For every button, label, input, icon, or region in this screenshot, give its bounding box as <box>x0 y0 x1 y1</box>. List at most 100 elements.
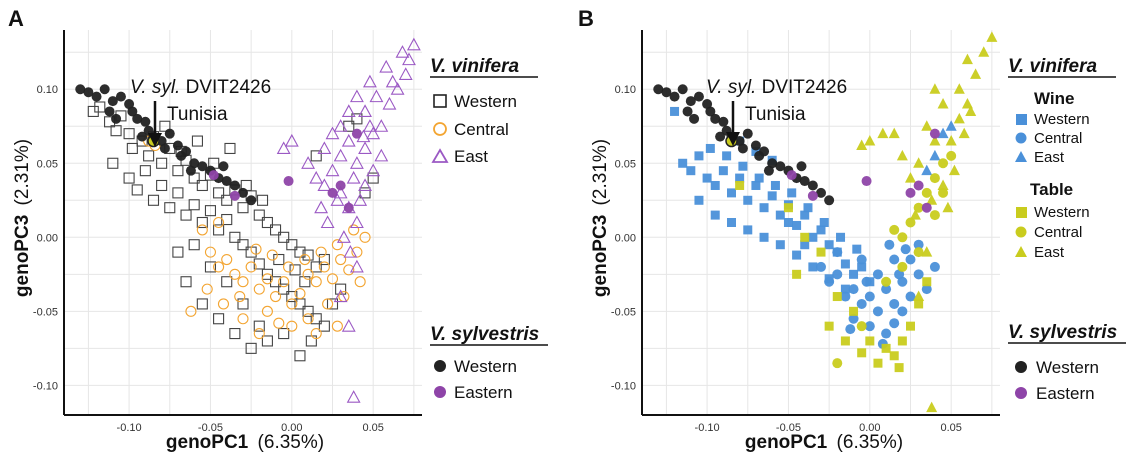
data-point <box>91 91 102 102</box>
legend-item-western: Western <box>454 92 517 111</box>
data-point <box>722 151 732 161</box>
series-v-vinifera-western <box>87 101 379 362</box>
data-point <box>872 306 883 317</box>
panel-a-annotation: V. syl. DVIT2426 Tunisia <box>130 77 271 147</box>
data-point <box>87 105 99 117</box>
data-point <box>783 203 793 213</box>
data-point <box>172 246 184 258</box>
data-point <box>196 179 208 192</box>
data-point <box>694 151 704 161</box>
data-point <box>348 224 360 236</box>
data-point <box>807 190 818 201</box>
data-point <box>278 328 290 340</box>
data-point <box>213 313 225 325</box>
legend-eastern-dot <box>1015 387 1027 399</box>
data-point <box>261 305 273 317</box>
data-point <box>792 220 802 230</box>
data-point <box>213 216 225 229</box>
data-point <box>286 298 298 310</box>
panel-a-legend: V. vinifera Western Central East V. sylv… <box>430 56 548 402</box>
data-point <box>172 187 184 199</box>
data-point <box>754 173 764 183</box>
data-point <box>832 269 843 280</box>
xlabel-main: genoPC1 <box>166 432 249 453</box>
ylabel-pct: (2.31%) <box>590 139 611 206</box>
data-point <box>824 195 835 206</box>
data-point <box>840 259 850 269</box>
data-point <box>888 127 900 139</box>
data-point <box>159 120 171 132</box>
data-point <box>921 284 932 295</box>
data-point <box>856 139 868 150</box>
data-point <box>253 209 265 221</box>
data-point <box>897 261 908 272</box>
data-point <box>336 230 351 243</box>
data-point <box>735 173 745 183</box>
data-point <box>816 247 826 257</box>
data-point <box>718 166 728 176</box>
data-point <box>326 273 339 285</box>
data-point <box>682 106 693 117</box>
data-point <box>881 284 892 295</box>
data-point <box>864 321 875 332</box>
data-point <box>750 140 761 151</box>
data-point <box>856 298 867 309</box>
y-tick-label: 0.05 <box>615 158 636 170</box>
data-point <box>808 232 818 242</box>
data-point <box>938 158 949 169</box>
legend-item-east: East <box>454 147 488 166</box>
data-point <box>107 96 118 107</box>
data-point <box>929 210 940 221</box>
data-point <box>366 126 381 140</box>
data-point <box>873 358 883 368</box>
data-point <box>204 246 217 258</box>
data-point <box>669 91 680 102</box>
data-point <box>865 336 875 346</box>
x-tick-label: -0.05 <box>776 422 801 434</box>
data-point <box>689 113 700 124</box>
data-point <box>832 358 843 369</box>
data-point <box>767 191 777 201</box>
data-point <box>938 187 949 198</box>
data-point <box>253 283 265 295</box>
data-point <box>929 135 941 146</box>
xlabel-main: genoPC1 <box>745 432 828 453</box>
series-table-central <box>832 150 957 369</box>
data-point <box>929 261 940 272</box>
data-point <box>164 202 176 214</box>
data-point <box>900 244 911 255</box>
data-point <box>269 290 282 303</box>
data-point <box>261 273 273 285</box>
data-point <box>840 284 850 294</box>
data-point <box>269 276 282 288</box>
data-point <box>335 180 346 191</box>
x-tick-label: 0.05 <box>940 422 961 434</box>
data-point <box>961 98 973 109</box>
data-point <box>921 120 933 131</box>
data-point <box>132 113 143 124</box>
data-point <box>929 149 941 161</box>
data-point <box>237 298 249 310</box>
data-point <box>881 276 892 287</box>
data-point <box>140 116 151 127</box>
legend-table-title: Table <box>1030 180 1073 199</box>
x-tick-label: 0.00 <box>281 422 302 434</box>
x-tick-label: -0.10 <box>117 422 142 434</box>
data-point <box>341 319 356 332</box>
data-point <box>310 261 322 273</box>
data-point <box>379 59 394 73</box>
data-point <box>358 178 372 192</box>
data-point <box>330 193 345 206</box>
series-wine-central <box>816 239 940 349</box>
data-point <box>710 210 720 220</box>
data-point <box>953 83 965 94</box>
panel-b-ylabel: genoPC3 (2.31%) <box>590 139 611 297</box>
data-point <box>905 187 916 198</box>
data-point <box>897 232 908 243</box>
data-point <box>702 173 712 183</box>
data-point <box>840 336 850 346</box>
data-point <box>237 313 249 325</box>
data-point <box>273 317 285 329</box>
legend-open-square-marker <box>433 94 447 108</box>
series-v-sylvestris-eastern <box>208 128 362 213</box>
